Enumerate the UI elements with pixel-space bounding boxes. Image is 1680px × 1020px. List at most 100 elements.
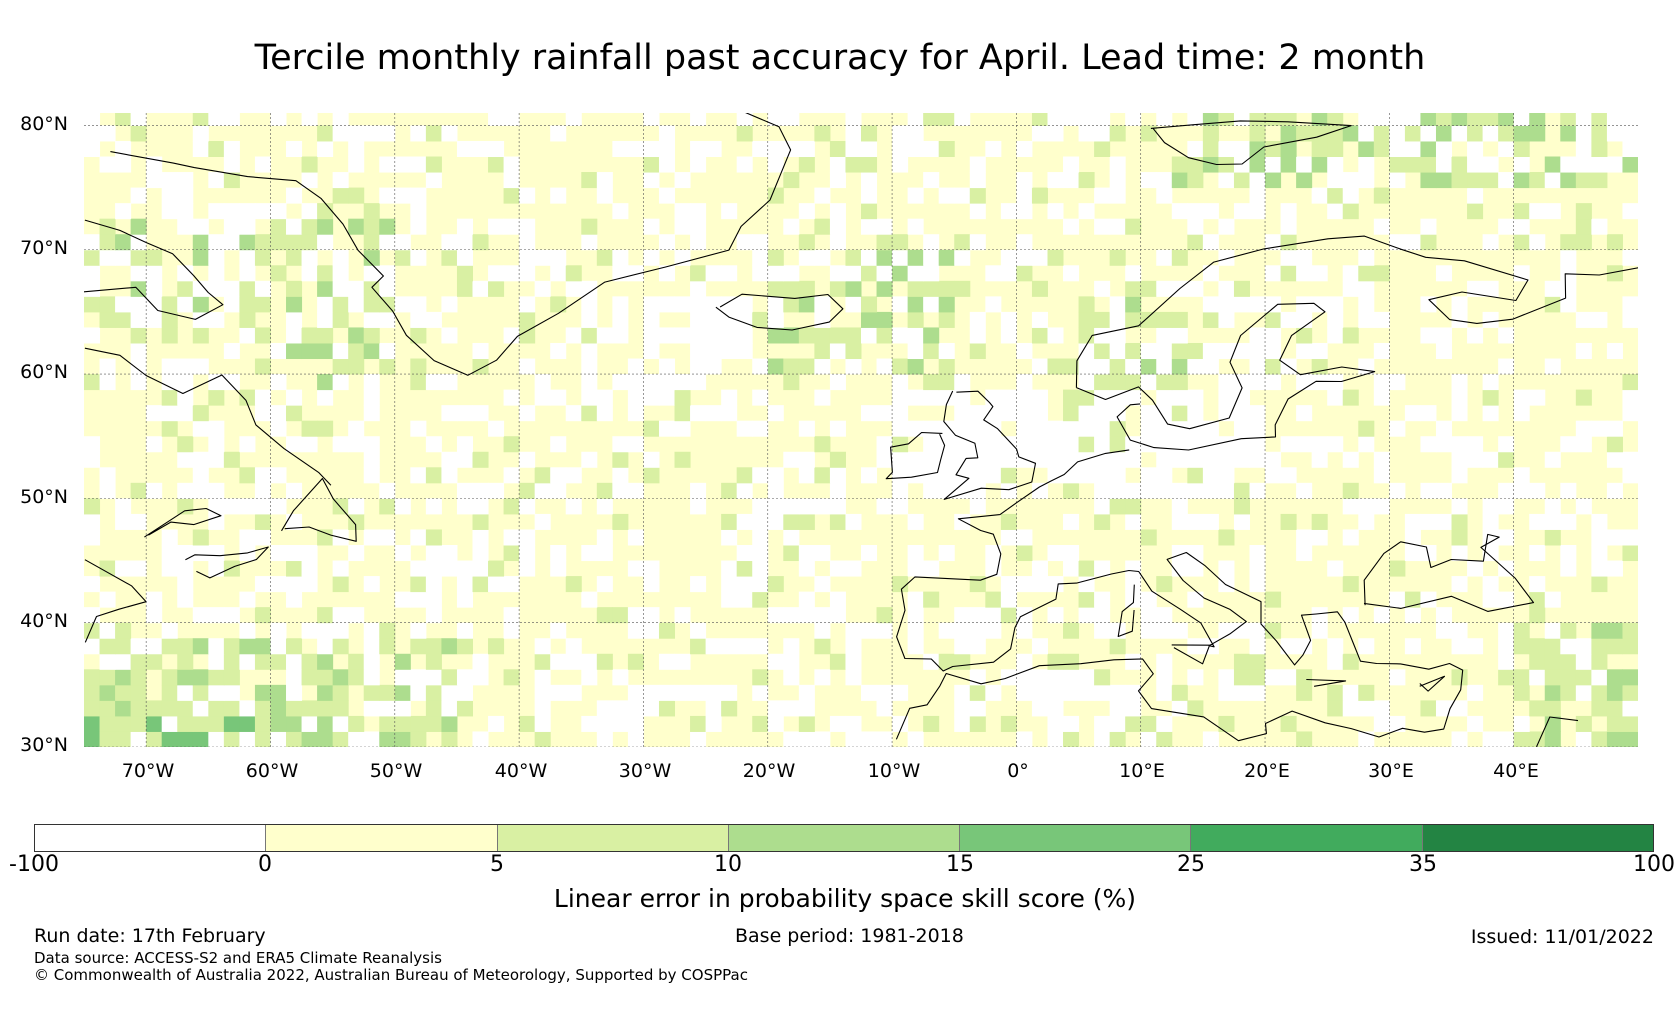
- skill-cell: [1296, 249, 1313, 266]
- skill-cell: [814, 249, 831, 266]
- skill-cell: [1187, 451, 1204, 468]
- skill-cell: [690, 731, 707, 747]
- skill-cell: [1296, 436, 1313, 453]
- skill-cell: [985, 140, 1002, 158]
- skill-cell: [1016, 684, 1033, 701]
- skill-cell: [1187, 482, 1204, 499]
- skill-cell: [1156, 482, 1173, 499]
- skill-cell: [1404, 125, 1421, 142]
- skill-cell: [1000, 715, 1017, 732]
- skill-cell: [1529, 700, 1546, 717]
- skill-cell: [798, 140, 815, 158]
- skill-cell: [1544, 529, 1561, 546]
- skill-cell: [752, 265, 769, 282]
- skill-cell: [643, 296, 660, 313]
- skill-cell: [1156, 113, 1173, 126]
- skill-cell: [239, 591, 256, 608]
- skill-cell: [1373, 140, 1390, 158]
- skill-cell: [363, 451, 380, 468]
- skill-cell: [1218, 311, 1235, 328]
- skill-cell: [1016, 172, 1033, 189]
- skill-cell: [1296, 638, 1313, 655]
- skill-cell: [1016, 653, 1033, 670]
- skill-cell: [674, 249, 691, 266]
- skill-cell: [1544, 296, 1561, 313]
- skill-cell: [286, 436, 303, 453]
- skill-cell: [1000, 513, 1017, 530]
- skill-cell: [643, 622, 660, 639]
- skill-cell: [1187, 234, 1204, 251]
- skill-cell: [192, 715, 209, 732]
- skill-cell: [565, 576, 582, 593]
- skill-cell: [1156, 280, 1173, 297]
- skill-cell: [317, 342, 334, 360]
- skill-cell: [363, 280, 380, 297]
- skill-cell: [1482, 591, 1499, 608]
- skill-cell: [394, 591, 411, 608]
- skill-cell: [690, 311, 707, 328]
- skill-cell: [1342, 451, 1359, 468]
- skill-cell: [410, 156, 427, 173]
- skill-cell: [892, 156, 909, 173]
- skill-cell: [1063, 436, 1080, 453]
- skill-cell: [736, 420, 753, 437]
- skill-cell: [783, 218, 800, 235]
- skill-cell: [1420, 405, 1437, 422]
- skill-cell: [938, 451, 955, 468]
- skill-cell: [643, 560, 660, 577]
- skill-cell: [208, 700, 225, 717]
- skill-cell: [1187, 389, 1204, 406]
- skill-cell: [192, 327, 209, 344]
- skill-cell: [1498, 529, 1515, 546]
- skill-cell: [161, 420, 178, 437]
- skill-cell: [1140, 731, 1157, 747]
- skill-cell: [441, 125, 458, 142]
- skill-cell: [1031, 638, 1048, 655]
- skill-cell: [1109, 156, 1126, 173]
- skill-cell: [1078, 311, 1095, 328]
- skill-cell: [845, 280, 862, 297]
- skill-cell: [1513, 467, 1530, 484]
- skill-cell: [767, 311, 784, 328]
- skill-cell: [861, 731, 878, 747]
- skill-cell: [752, 234, 769, 251]
- skill-cell: [394, 187, 411, 204]
- skill-cell: [425, 374, 442, 391]
- skill-cell: [317, 622, 334, 639]
- skill-cell: [752, 311, 769, 328]
- skill-cell: [332, 622, 349, 639]
- skill-cell: [1373, 700, 1390, 717]
- skill-cell: [1047, 451, 1064, 468]
- map-canvas: [84, 113, 1638, 747]
- skill-cell: [1560, 560, 1577, 577]
- skill-cell: [798, 544, 815, 562]
- skill-cell: [1606, 265, 1623, 282]
- skill-cell: [1389, 172, 1406, 189]
- skill-cell: [441, 544, 458, 562]
- skill-cell: [861, 249, 878, 266]
- skill-cell: [99, 715, 116, 732]
- skill-cell: [472, 731, 489, 747]
- skill-cell: [892, 265, 909, 282]
- skill-cell: [270, 218, 287, 235]
- skill-cell: [1327, 125, 1344, 142]
- skill-cell: [798, 451, 815, 468]
- skill-cell: [1249, 420, 1266, 437]
- skill-cell: [612, 715, 629, 732]
- skill-cell: [394, 669, 411, 686]
- skill-cell: [1342, 187, 1359, 204]
- skill-cell: [534, 638, 551, 655]
- skill-cell: [829, 327, 846, 344]
- lat-label: 40°N: [20, 610, 68, 632]
- skill-cell: [1156, 187, 1173, 204]
- skill-cell: [223, 203, 240, 220]
- skill-cell: [752, 576, 769, 593]
- gulf-stlawrence-coast: [144, 507, 222, 538]
- skill-cell: [208, 560, 225, 577]
- skill-cell: [534, 669, 551, 686]
- skill-cell: [674, 405, 691, 422]
- skill-cell: [254, 498, 271, 515]
- skill-cell: [1187, 405, 1204, 422]
- skill-cell: [270, 113, 287, 126]
- skill-cell: [1622, 669, 1638, 686]
